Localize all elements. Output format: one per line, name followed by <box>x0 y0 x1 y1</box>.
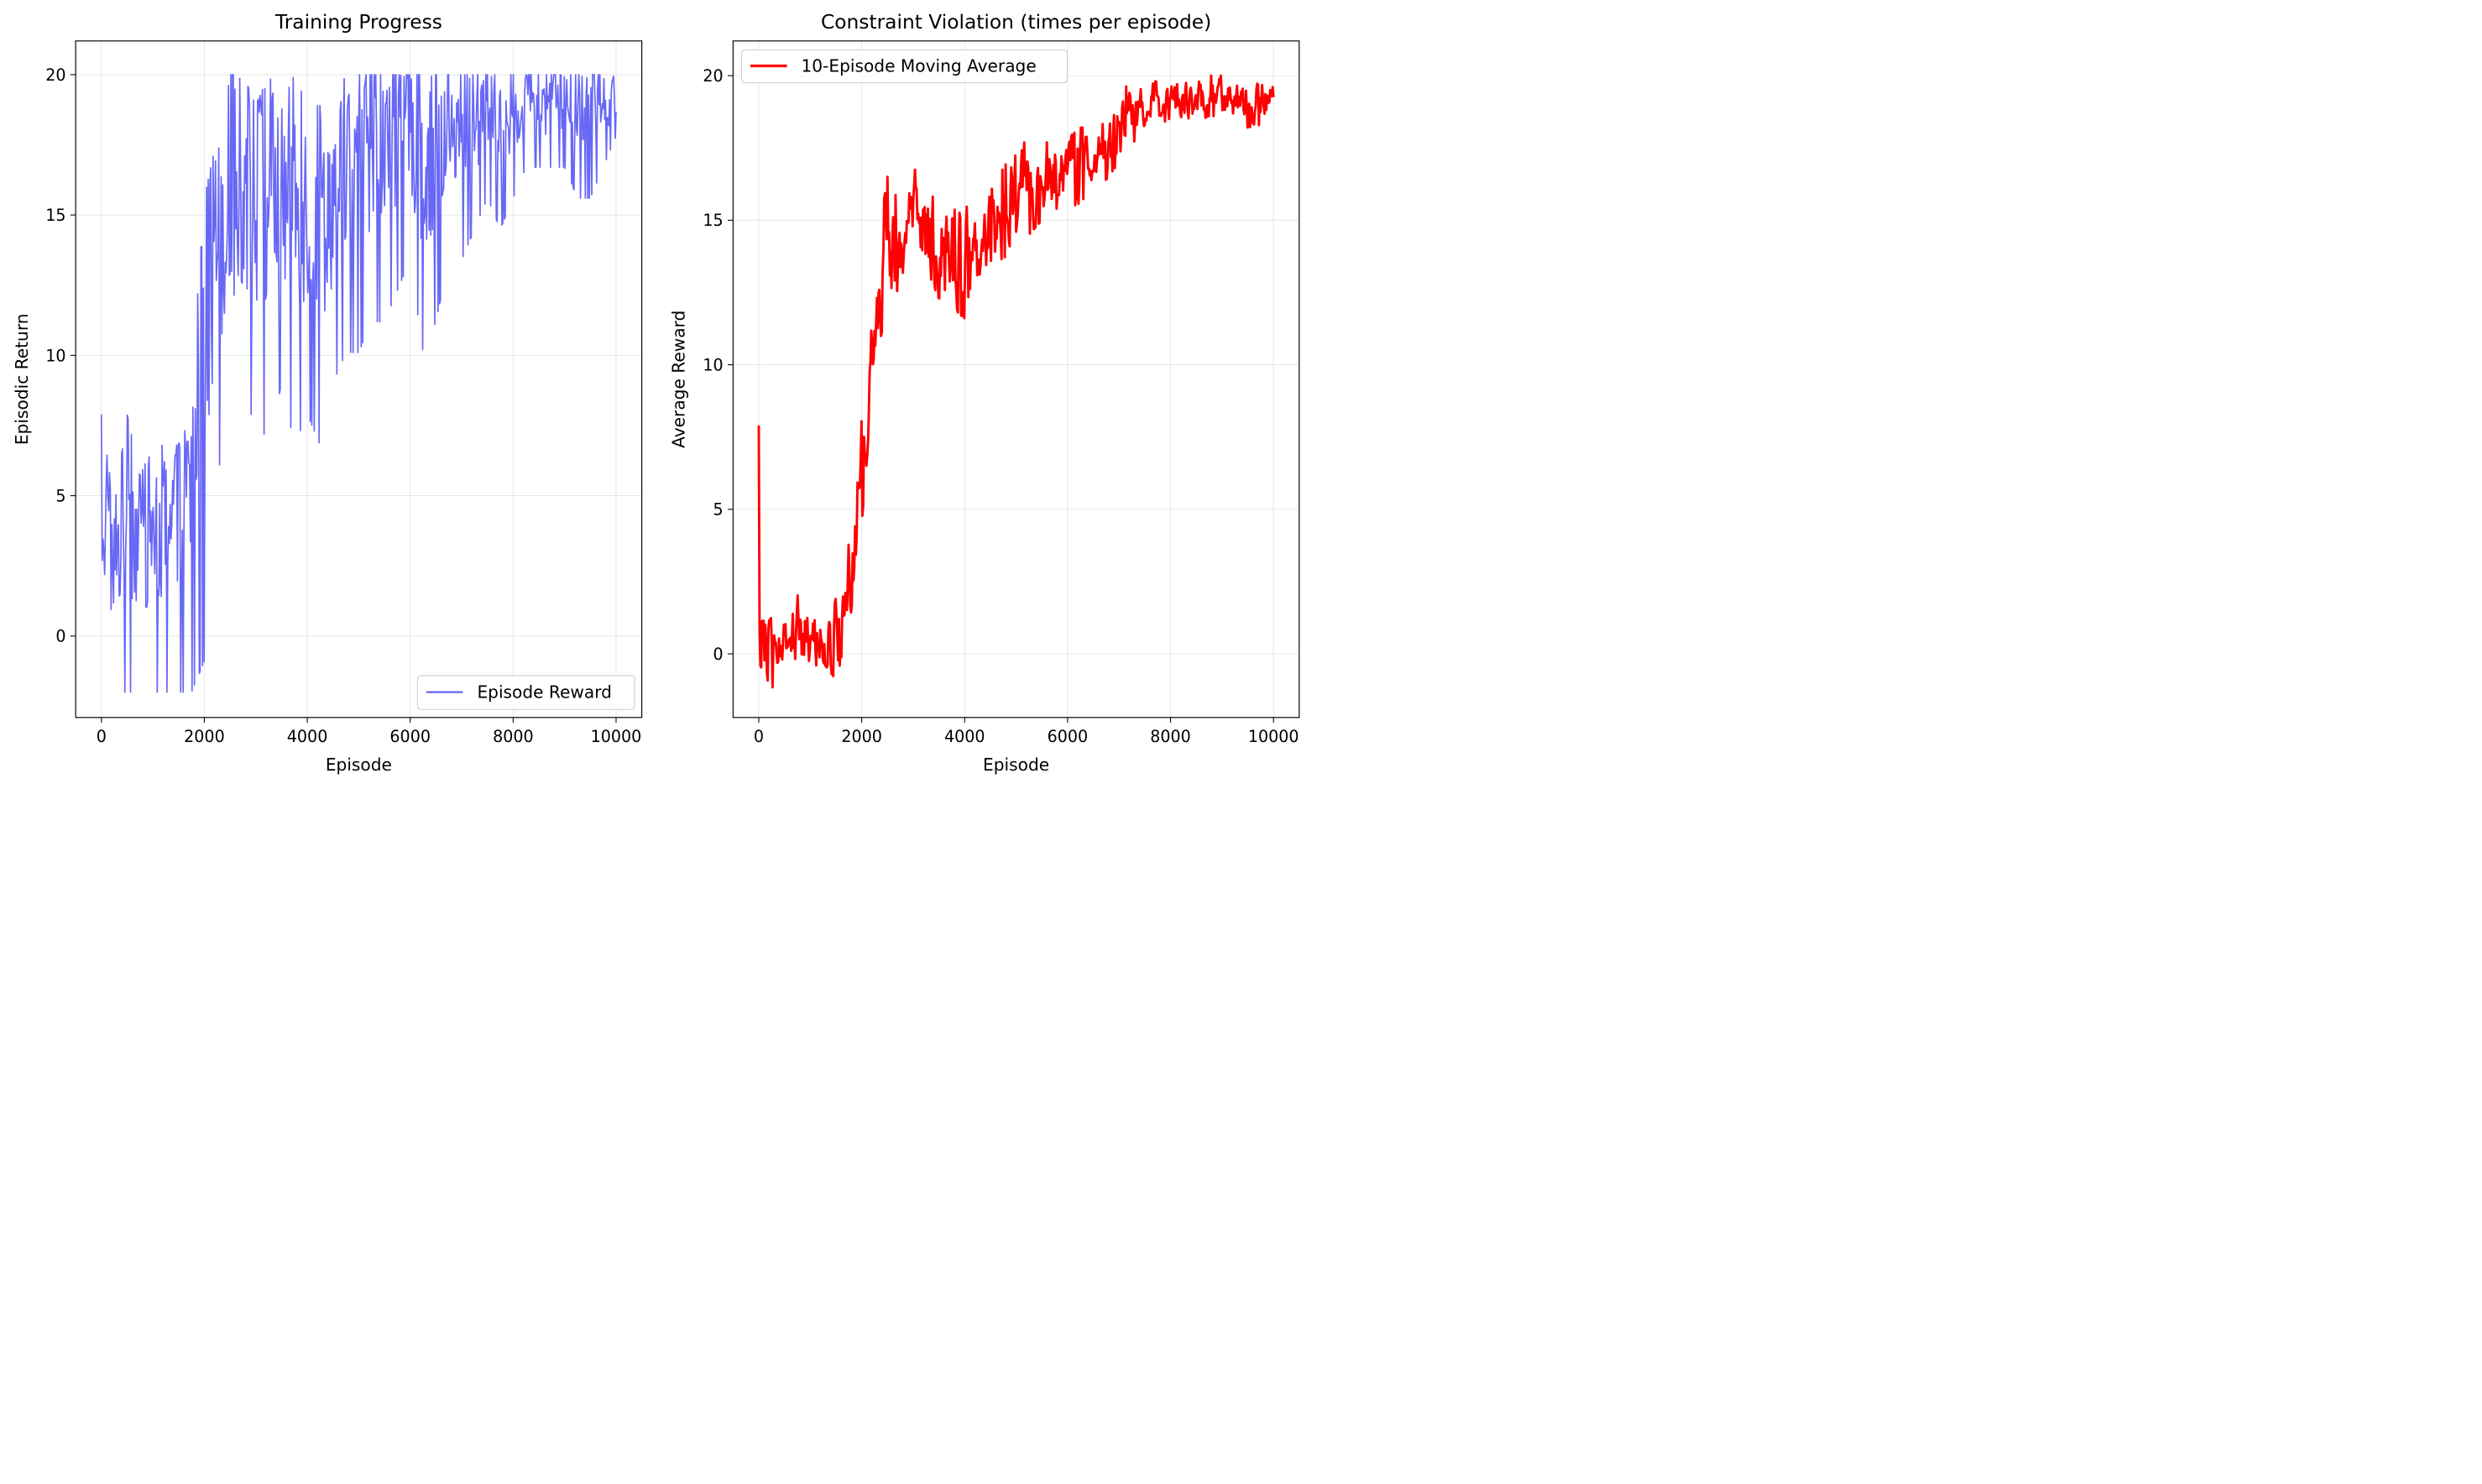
x-tick-label: 10000 <box>591 728 642 746</box>
series-layer <box>757 74 1275 689</box>
legend: Episode Reward <box>416 675 635 710</box>
legend-label: 10-Episode Moving Average <box>801 55 1036 76</box>
plot-frame <box>732 40 1300 718</box>
y-ticks: 0 5 10 15 20 <box>703 67 734 664</box>
y-tick-label: 15 <box>45 206 65 225</box>
legend-box <box>740 49 1069 84</box>
chart-title: Training Progress <box>274 10 442 34</box>
x-tick-label: 2000 <box>841 728 882 746</box>
y-tick-label: 5 <box>55 487 65 505</box>
x-tick-label: 2000 <box>184 728 225 746</box>
x-ticks: 0 2000 4000 6000 8000 10000 <box>97 717 642 746</box>
series-line <box>100 74 617 693</box>
chart-title: Constraint Violation (times per episode) <box>821 10 1211 34</box>
y-tick-label: 5 <box>713 501 724 520</box>
chart-training-progress: Training Progress 0 2000 4000 6000 8000 10000… <box>12 10 643 775</box>
x-tick-label: 8000 <box>1150 728 1191 746</box>
legend-label: Episode Reward <box>477 682 612 702</box>
figure: Training Progress 0 2000 4000 6000 8000 10000… <box>0 0 1316 787</box>
y-tick-label: 10 <box>703 356 723 374</box>
series-line <box>757 74 1275 689</box>
x-axis-label: Episode <box>326 755 392 775</box>
x-tick-label: 8000 <box>493 728 534 746</box>
x-tick-label: 6000 <box>389 728 431 746</box>
y-tick-label: 10 <box>45 347 65 365</box>
series-layer <box>100 74 617 693</box>
y-tick-label: 15 <box>703 212 723 230</box>
x-tick-label: 0 <box>754 728 764 746</box>
y-tick-label: 0 <box>713 645 724 664</box>
x-axis-label: Episode <box>983 755 1049 775</box>
y-ticks: 0 5 10 15 20 <box>45 66 76 646</box>
x-tick-label: 0 <box>97 728 107 746</box>
legend-box <box>416 675 635 710</box>
y-tick-label: 20 <box>703 67 723 86</box>
chart-constraint-violation: Constraint Violation (times per episode)… <box>669 10 1300 775</box>
figure-canvas: Training Progress 0 2000 4000 6000 8000 10000… <box>0 0 1316 787</box>
y-tick-label: 20 <box>45 66 65 85</box>
x-tick-label: 4000 <box>944 728 985 746</box>
x-ticks: 0 2000 4000 6000 8000 10000 <box>754 717 1299 746</box>
x-tick-label: 6000 <box>1048 728 1089 746</box>
x-tick-label: 4000 <box>287 728 328 746</box>
legend: 10-Episode Moving Average <box>740 49 1069 84</box>
y-axis-label: Episodic Return <box>12 313 32 445</box>
x-tick-label: 10000 <box>1248 728 1299 746</box>
y-axis-label: Average Reward <box>669 311 689 448</box>
plot-frame <box>75 40 643 718</box>
y-tick-label: 0 <box>55 628 65 646</box>
